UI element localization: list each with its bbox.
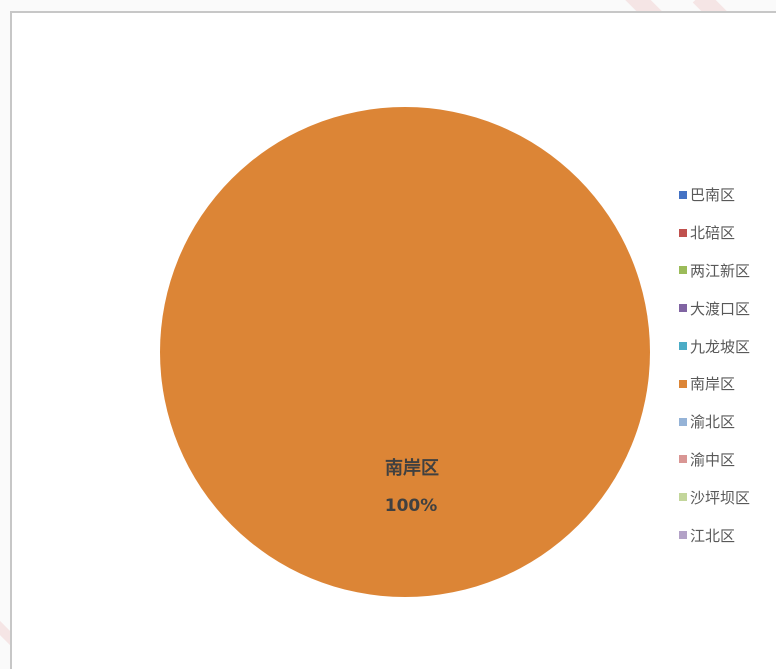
legend-label: 巴南区 — [690, 186, 736, 205]
legend-item: 大渡口区 — [679, 289, 776, 327]
legend-item: 两江新区 — [679, 252, 776, 290]
legend-label: 江北区 — [690, 526, 736, 545]
legend-swatch — [679, 379, 687, 388]
legend-item: 巴南区 — [679, 176, 776, 214]
legend-item: 九龙坡区 — [679, 327, 776, 365]
legend-swatch — [679, 342, 687, 351]
legend-item: 渝中区 — [679, 441, 776, 479]
legend-item: 江北区 — [679, 516, 776, 554]
legend-swatch — [679, 493, 687, 502]
legend-label: 渝中区 — [690, 450, 736, 469]
slice-label-percent: 100% — [385, 496, 438, 516]
legend-label: 南岸区 — [690, 375, 736, 394]
pie-slice-5 — [160, 107, 650, 597]
legend-swatch — [679, 228, 687, 237]
legend-swatch — [679, 266, 687, 275]
legend-label: 沙坪坝区 — [690, 488, 751, 507]
legend-label: 北碚区 — [690, 224, 736, 243]
legend-label: 渝北区 — [690, 413, 736, 432]
legend-item: 南岸区 — [679, 365, 776, 403]
legend-item: 渝北区 — [679, 403, 776, 441]
slice-label-category: 南岸区 — [385, 457, 439, 479]
legend-label: 两江新区 — [690, 261, 751, 280]
legend-label: 九龙坡区 — [690, 337, 751, 356]
legend-swatch — [679, 417, 687, 426]
legend-swatch — [679, 304, 687, 313]
legend-label: 大渡口区 — [690, 299, 751, 318]
legend-swatch — [679, 531, 687, 540]
legend-swatch — [679, 455, 687, 464]
legend-item: 沙坪坝区 — [679, 478, 776, 516]
legend: 巴南区北碚区两江新区大渡口区九龙坡区南岸区渝北区渝中区沙坪坝区江北区 — [679, 176, 776, 554]
legend-swatch — [679, 190, 687, 199]
legend-item: 北碚区 — [679, 214, 776, 252]
